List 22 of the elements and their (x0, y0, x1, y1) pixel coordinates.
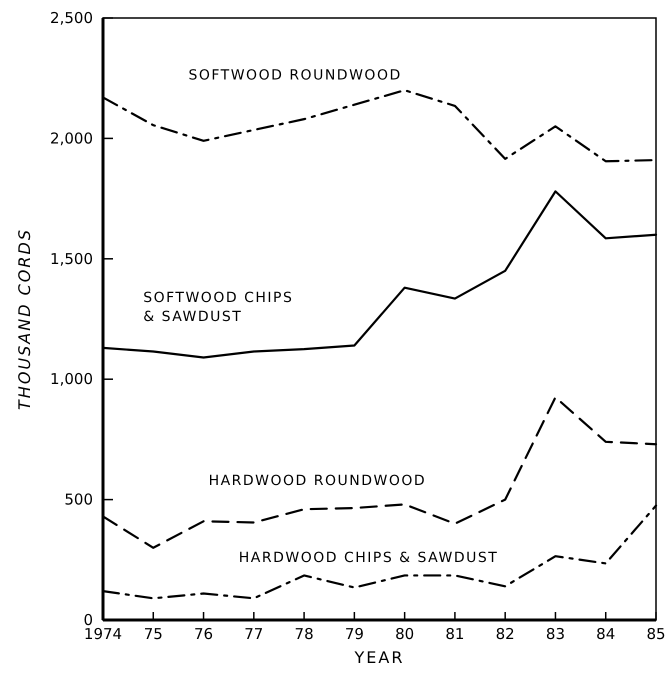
x-tick-label: 82 (496, 625, 515, 643)
x-tick-label: 77 (244, 625, 264, 643)
x-tick-label: 81 (445, 625, 464, 643)
y-tick-label: 1,000 (50, 370, 93, 388)
x-tick-label: 76 (194, 625, 214, 643)
y-tick-label: 2,500 (50, 9, 93, 27)
x-tick-label: 79 (344, 625, 364, 643)
series-label: HARDWOOD CHIPS & SAWDUST (238, 550, 498, 566)
x-tick-label: 75 (144, 625, 163, 643)
y-tick-label: 500 (64, 490, 93, 509)
y-tick-label: 1,500 (50, 250, 93, 268)
x-tick-label: 85 (646, 625, 666, 643)
x-tick-label: 83 (546, 625, 565, 643)
series-label: HARDWOOD ROUNDWOOD (208, 473, 426, 490)
x-tick-label: 80 (395, 625, 414, 643)
x-axis-title: YEAR (354, 648, 404, 667)
series-label: SOFTWOOD CHIPS & SAWDUST (143, 290, 294, 326)
x-tick-label: 78 (294, 625, 314, 643)
series-label: SOFTWOOD ROUNDWOOD (188, 67, 402, 84)
y-tick-label: 2,000 (50, 129, 93, 148)
y-axis-title: THOUSAND CORDS (15, 228, 34, 410)
x-tick-label: 84 (596, 625, 616, 643)
